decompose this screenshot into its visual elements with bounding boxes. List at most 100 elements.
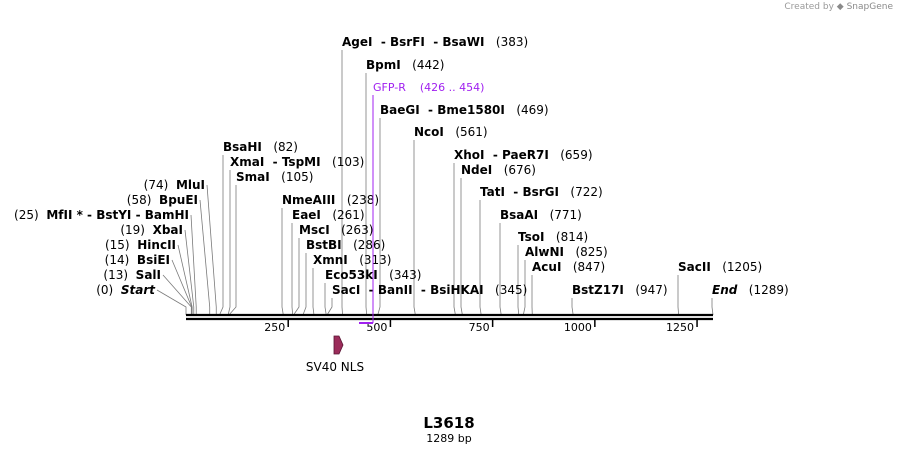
site-enzyme-name: SmaI [236,170,270,184]
site-position: (263) [330,223,374,237]
site-label[interactable]: NcoI (561) [414,125,488,139]
site-enzyme-name: BpmI [366,58,401,72]
site-label-text: BstBI (286) [306,238,385,252]
site-label[interactable]: (14) BsiEI [105,253,170,267]
site-enzyme-name: BstBI [306,238,342,252]
site-enzyme-name: BsaAI [500,208,538,222]
primer-layer: GFP-R (426 .. 454) [359,81,484,324]
site-label-text: TsoI (814) [518,230,588,244]
site-enzyme-name: MfII * [46,208,83,222]
snapgene-credit: Created by ◆ SnapGene [784,2,893,12]
site-label[interactable]: BaeGI - Bme1580I (469) [380,103,549,117]
snapgene-logo-icon: ◆ [836,2,844,12]
site-label[interactable]: XhoI - PaeR7I (659) [454,148,593,162]
site-label-text: (74) MluI [144,178,205,192]
site-label[interactable]: BsaHI (82) [223,140,298,154]
site-label[interactable]: SacI - BanII - BsiHKAI (345) [332,283,527,297]
site-leader-line [522,260,526,316]
site-label[interactable]: BpmI (442) [366,58,444,72]
site-label-text: SmaI (105) [236,170,313,184]
site-leader-line [190,214,197,315]
site-position: (1205) [711,260,762,274]
credit-brand: SnapGene [846,2,893,12]
site-label-text: BaeGI - Bme1580I (469) [380,103,549,117]
site-label[interactable]: (25) MfII * - BstYI - BamHI [14,208,189,222]
site-label[interactable]: End (1289) [712,283,789,297]
ruler-tick-label: 1000 [564,321,592,334]
site-label[interactable]: AlwNI (825) [525,245,608,259]
site-label[interactable]: NdeI (676) [461,163,536,177]
site-leader-line [677,275,680,316]
site-leader-lines [156,50,714,316]
site-label[interactable]: XmaI - TspMI (103) [230,155,364,169]
site-leader-line [293,238,300,316]
site-leader-line [199,199,211,315]
site-label[interactable]: XmnI (313) [313,253,391,267]
site-label-text: AgeI - BsrFI - BsaWI (383) [342,35,528,49]
primer-range: (426 .. 454) [406,81,485,94]
site-enzyme-name: SalI [136,268,161,282]
site-label[interactable]: AcuI (847) [532,260,605,274]
map-length: 1289 bp [426,432,471,445]
site-position: (561) [444,125,488,139]
site-label-text: (13) SalI [103,268,161,282]
site-position: (25) [14,208,46,222]
site-label[interactable]: (74) MluI [144,178,205,192]
site-separator: - [413,283,431,297]
site-label[interactable]: NmeAIII (238) [282,193,379,207]
site-label[interactable]: Eco53kI (343) [325,268,421,282]
site-label[interactable]: BsaAI (771) [500,208,582,222]
site-label[interactable]: (0) Start [96,283,156,297]
site-label-text: (15) HincII [105,238,176,252]
site-position: (313) [348,253,392,267]
site-label[interactable]: MscI (263) [299,223,373,237]
feature-arrow [333,335,344,355]
dna-backbone: 250 500 750 1000 1250 [186,313,713,334]
site-label[interactable]: SmaI (105) [236,170,313,184]
feature-label: SV40 NLS [306,360,364,374]
site-label[interactable]: (58) BpuEI [127,193,198,207]
feature-layer: SV40 NLS [306,335,364,374]
site-leader-line [413,140,416,316]
site-enzyme-name: TspMI [282,155,321,169]
site-label[interactable]: (19) XbaI [120,223,183,237]
site-label[interactable]: SacII (1205) [678,260,762,274]
site-enzyme-name: NmeAIII [282,193,335,207]
site-enzyme-name: XbaI [153,223,183,237]
site-leader-line [499,223,502,316]
site-label[interactable]: TsoI (814) [518,230,588,244]
site-position: (947) [624,283,668,297]
site-label-text: NmeAIII (238) [282,193,379,207]
site-position: (74) [144,178,176,192]
site-leader-line [184,229,195,315]
site-label[interactable]: (13) SalI [103,268,161,282]
site-label[interactable]: TatI - BsrGI (722) [480,185,603,199]
feature-sv40-nls[interactable]: SV40 NLS [306,335,364,374]
site-label-text: BsaHI (82) [223,140,298,154]
site-label[interactable]: AgeI - BsrFI - BsaWI (383) [342,35,528,49]
site-label[interactable]: BstBI (286) [306,238,385,252]
site-position: (19) [120,223,152,237]
map-name: L3618 [423,414,474,432]
site-label[interactable]: (15) HincII [105,238,176,252]
site-enzyme-name: BsrGI [522,185,559,199]
site-label[interactable]: BstZ17I (947) [572,283,668,297]
site-labels: AgeI - BsrFI - BsaWI (383) BpmI (442) BaeG… [14,35,789,297]
site-leader-line [341,50,343,316]
site-leader-line [453,163,456,316]
site-leader-line [162,274,192,315]
site-position: (105) [270,170,314,184]
site-label[interactable]: EaeI (261) [292,208,365,222]
site-label-text: End (1289) [712,283,789,297]
site-leader-line [479,200,482,316]
primer-gfp-r[interactable]: GFP-R (426 .. 454) [359,81,484,324]
primer-label: GFP-R (426 .. 454) [373,81,484,94]
site-label-text: XmnI (313) [313,253,391,267]
site-label-text: BsaAI (771) [500,208,582,222]
site-position: (676) [492,163,536,177]
site-enzyme-name: TsoI [518,230,544,244]
site-position: (238) [335,193,379,207]
site-leader-line [228,185,237,316]
site-leader-line [177,244,193,315]
